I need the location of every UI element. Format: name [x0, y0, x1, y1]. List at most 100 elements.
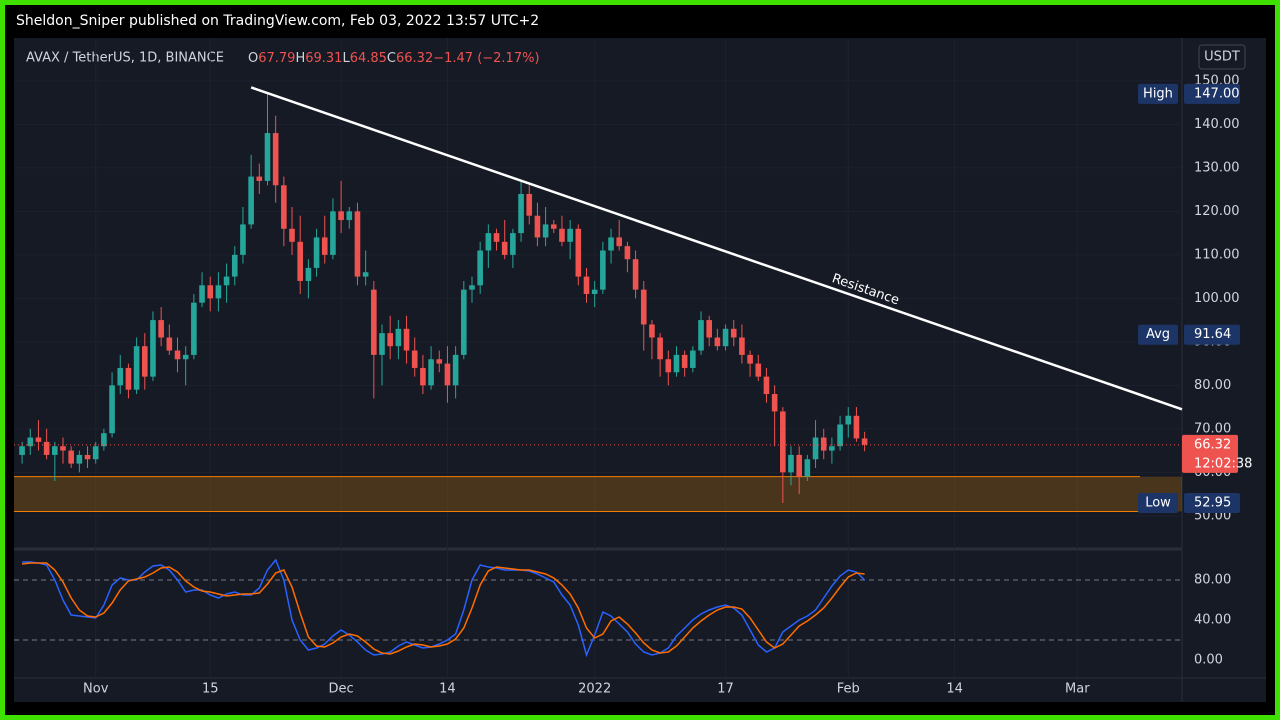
ohlc-change: −1.47 (−2.17%) — [433, 51, 539, 66]
chart-title: Sheldon_Sniper published on TradingView.… — [16, 13, 539, 29]
y-tick-label: 70.00 — [1194, 421, 1231, 436]
candle-body — [403, 328, 410, 351]
candle-body — [191, 302, 197, 355]
candle-body — [616, 237, 623, 247]
candle-body — [207, 285, 214, 299]
candle-body — [681, 354, 688, 368]
y-tick-label: 110.00 — [1194, 247, 1240, 262]
candle-body — [477, 250, 483, 286]
candle-body — [632, 259, 639, 290]
candle-body — [829, 446, 835, 451]
x-tick-label: Dec — [329, 682, 354, 697]
candle-body — [722, 328, 729, 347]
candle-body — [395, 328, 402, 347]
last-price-box — [1182, 434, 1238, 473]
price-label-value: 147.00 — [1194, 86, 1240, 101]
candle-body — [673, 354, 680, 373]
x-tick-label: 2022 — [578, 682, 611, 697]
ohlc-value: 66.32 — [396, 51, 433, 66]
candle-body — [469, 285, 475, 290]
price-label-box — [1184, 83, 1240, 104]
indicator-tick-label: 40.00 — [1194, 613, 1231, 628]
candle-body — [43, 441, 50, 455]
candle-body — [501, 241, 508, 255]
candle-body — [52, 446, 58, 455]
candle-body — [583, 276, 590, 294]
ohlc-value: 64.85 — [350, 51, 387, 66]
candle-body — [542, 224, 549, 238]
candle-body — [771, 394, 778, 412]
candle-body — [125, 367, 132, 390]
candle-body — [371, 289, 377, 355]
candle-body — [452, 354, 459, 386]
candle-body — [845, 415, 852, 425]
candle-body — [714, 337, 721, 347]
candle-body — [420, 367, 426, 386]
candle-body — [215, 285, 222, 299]
candle-body — [747, 354, 753, 364]
candle-body — [608, 237, 614, 251]
candle-body — [600, 250, 606, 290]
countdown: 12:02:38 — [1194, 456, 1252, 471]
candle-body — [60, 446, 66, 451]
x-tick-label: Mar — [1065, 682, 1090, 697]
candle-body — [19, 446, 25, 455]
candle-body — [35, 437, 42, 442]
candle-body — [665, 359, 672, 373]
candle-body — [281, 185, 287, 229]
price-label-box — [1184, 492, 1240, 513]
candle-body — [101, 433, 107, 447]
candle-body — [109, 385, 115, 434]
candle-body — [68, 450, 74, 464]
candle-body — [534, 215, 541, 238]
candle-body — [485, 233, 492, 251]
candle-body — [690, 350, 696, 368]
candle-body — [510, 233, 516, 255]
candle-body — [150, 320, 156, 377]
candle-body — [804, 459, 811, 477]
x-tick-label: 15 — [202, 682, 219, 697]
ohlc-value: 67.79 — [258, 51, 295, 66]
symbol: AVAX / TetherUS, 1D, BINANCE — [26, 51, 224, 66]
candle-body — [346, 211, 353, 221]
candle-body — [788, 454, 794, 473]
candle-body — [354, 211, 361, 277]
price-label-name: High — [1143, 86, 1173, 101]
indicator-tick-label: 0.00 — [1194, 653, 1223, 668]
x-tick-label: 14 — [439, 682, 456, 697]
ohlc-value: 69.31 — [305, 51, 342, 66]
candle-body — [379, 333, 385, 355]
candle-body — [730, 328, 737, 338]
ohlc-key: L — [342, 51, 350, 66]
candle-body — [575, 228, 582, 277]
price-label-name-box — [1138, 324, 1178, 345]
candle-body — [199, 285, 205, 303]
y-tick-label: 80.00 — [1194, 378, 1231, 393]
currency-button[interactable] — [1198, 44, 1246, 70]
candle-body — [526, 193, 533, 216]
ohlc-key: H — [295, 51, 305, 66]
candle-body — [444, 363, 451, 386]
candle-body — [76, 454, 83, 464]
indicator-line — [22, 562, 865, 655]
candle-body — [133, 346, 140, 390]
candle-body — [739, 337, 745, 355]
candle-body — [796, 454, 802, 477]
candle-body — [706, 320, 713, 338]
x-tick-label: Nov — [83, 682, 109, 697]
x-tick-label: 17 — [717, 682, 734, 697]
trendline — [250, 86, 1183, 411]
candle-body — [182, 354, 189, 360]
candle-body — [640, 289, 647, 325]
candle-body — [657, 337, 663, 360]
candle-body — [649, 324, 655, 338]
price-label-name: Avg — [1146, 327, 1170, 342]
x-tick-label: 14 — [946, 682, 963, 697]
y-tick-label: 100.00 — [1194, 291, 1240, 306]
candle-body — [223, 276, 230, 286]
chart-bg — [14, 38, 1266, 702]
ohlc-key: O — [248, 51, 258, 66]
candle-body — [518, 193, 524, 234]
candle-body — [387, 333, 393, 347]
